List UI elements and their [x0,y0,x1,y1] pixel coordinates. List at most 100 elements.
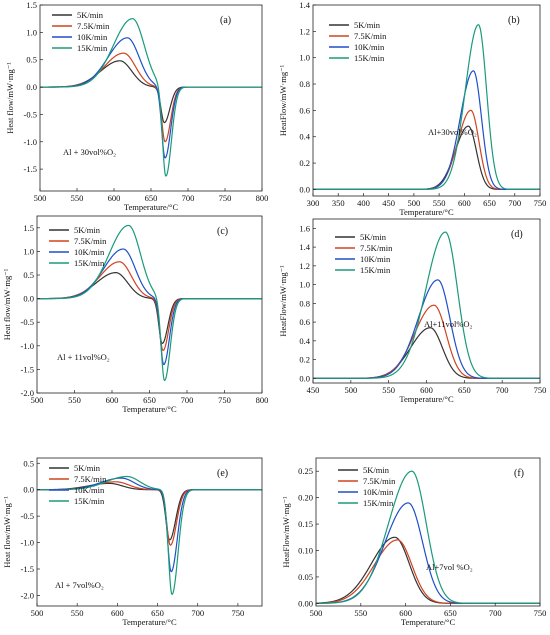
x-axis-label: Temperature/°C [401,617,456,627]
chart-panel: 500 550 600 650 700 750 800 -1.5 -1.0 -0.5 0.0 0.5 1… [5,0,268,212]
series-line [313,70,540,191]
y-tick-label: 1.0 [299,280,310,290]
x-axis-label: Temperature/°C [122,617,177,627]
x-tick-label: 500 [408,198,421,208]
legend-label: 10K/min [77,32,108,42]
x-tick-label: 550 [433,198,446,208]
annotation: Al + 30vol%O₂ [63,147,116,157]
x-tick-label: 550 [71,608,84,618]
x-tick-label: 650 [143,395,156,405]
y-tick-label: 1.5 [23,223,34,233]
panel-label: (b) [508,15,520,26]
x-tick-label: 750 [534,198,547,208]
y-tick-label: 0.4 [299,132,310,142]
y-tick-label: 1.5 [26,0,37,10]
x-tick-label: 700 [489,608,502,618]
y-tick-label: -1.0 [21,341,34,351]
x-tick-label: 650 [151,608,164,618]
chart-panel: 500 550 600 650 700 750 800 -2.0 -1.5 -1.0 -0.5 0.0… [2,215,268,414]
annotation: Al+11vol%O₂ [424,319,473,329]
y-tick-label: 1.4 [299,242,310,252]
x-tick-label: 650 [444,608,457,618]
plot-frame [36,457,263,607]
y-tick-label: -1.5 [21,364,34,374]
x-axis-label: Temperature/°C [124,202,179,212]
y-tick-label: 1.2 [299,261,310,271]
legend-label: 10K/min [74,485,105,495]
series-line [40,37,262,159]
y-tick-label: 1.0 [299,53,310,63]
series-line [37,261,262,352]
series-line [316,502,540,604]
plot-frame [315,457,541,607]
x-tick-label: 750 [534,608,547,618]
chart-panel: 450 500 550 600 650 700 750 0.0 0.2 0.4 0.6 0.8 1.0 1… [278,218,546,404]
plot-frame [312,4,541,197]
y-axis-label: Heat flow/mW·mg⁻¹ [5,62,15,134]
y-tick-label: 0.20 [298,493,313,503]
y-tick-label: 0.00 [298,598,313,608]
x-tick-label: 700 [496,385,509,395]
panel-label: (d) [511,229,523,240]
x-tick-label: 650 [483,198,496,208]
series-line [313,231,540,379]
series-line [37,477,262,573]
series-line [313,109,540,191]
legend-label: 5K/min [354,20,381,30]
y-tick-label: -0.5 [21,511,34,521]
x-tick-label: 350 [332,198,345,208]
x-axis-label: Temperature/°C [399,394,454,404]
series-line [37,481,262,546]
x-tick-label: 650 [458,385,471,395]
x-tick-label: 700 [508,198,521,208]
x-tick-label: 500 [31,395,44,405]
x-tick-label: 550 [354,608,367,618]
annotation: Al+30vol%O₂ [428,127,477,137]
legend-label: 15K/min [74,496,105,506]
legend-label: 7.5K/min [360,243,393,253]
y-tick-label: -2.0 [21,388,34,398]
x-tick-label: 750 [219,193,232,203]
chart-panel: 300 350 400 450 500 550 600 650 700 750 0.0 0.2 0.4 0… [278,0,546,217]
y-tick-label: -1.5 [24,164,37,174]
x-tick-label: 800 [256,193,269,203]
series-line [37,475,262,595]
y-tick-label: -1.0 [21,538,34,548]
legend-label: 15K/min [360,265,391,275]
y-tick-label: -1.5 [21,564,34,574]
x-axis-label: Temperature/°C [122,404,177,414]
legend-label: 15K/min [74,258,105,268]
y-tick-label: 0.6 [299,317,310,327]
plot-frame [312,218,541,384]
y-axis-label: HeatFlow/mW·mg⁻¹ [278,265,288,337]
y-tick-label: 0.4 [299,336,310,346]
y-tick-label: 0.5 [23,458,34,468]
x-tick-label: 500 [344,385,357,395]
y-tick-label: 0.15 [298,519,313,529]
x-tick-label: 600 [108,193,121,203]
y-tick-label: -0.5 [24,109,37,119]
y-tick-label: 0.0 [26,82,37,92]
series-line [40,60,262,124]
legend-label: 7.5K/min [363,476,396,486]
panel-label: (f) [514,468,524,479]
y-tick-label: 1.4 [299,0,310,10]
legend-label: 7.5K/min [77,21,110,31]
series-line [313,304,540,379]
series-line [37,224,262,381]
series-line [37,248,262,366]
x-tick-label: 500 [34,193,47,203]
x-tick-label: 700 [181,395,194,405]
series-line [316,470,540,604]
legend-label: 5K/min [74,463,101,473]
x-tick-label: 300 [307,198,320,208]
y-tick-label: 0.6 [299,105,310,115]
y-tick-label: -0.5 [21,317,34,327]
